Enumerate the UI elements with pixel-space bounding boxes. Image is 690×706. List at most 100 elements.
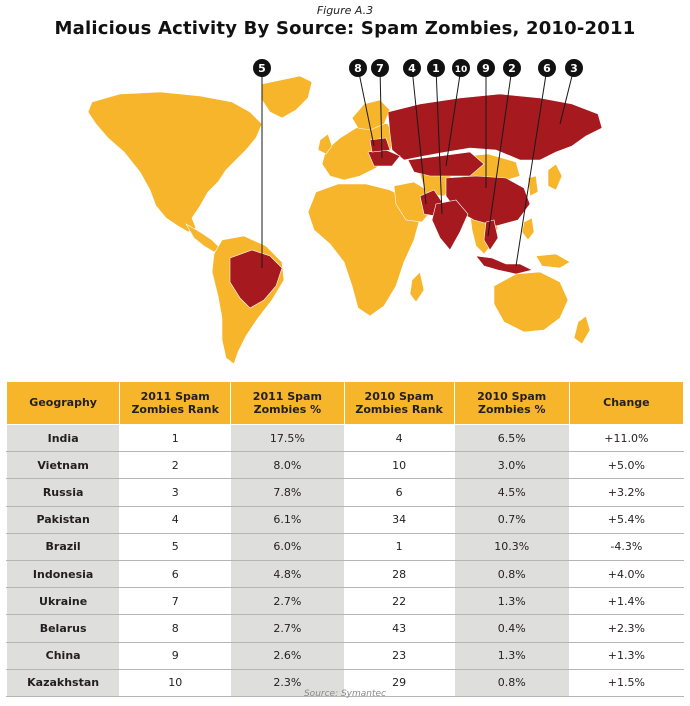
map-korea — [527, 175, 539, 197]
badge-3-label: 3 — [570, 62, 578, 75]
map-belarus — [369, 137, 391, 153]
cell-2010-percent: 1.3% — [453, 642, 570, 670]
map-africa — [307, 183, 421, 317]
cell-geography: Brazil — [5, 533, 121, 561]
map-brazil — [229, 249, 283, 309]
cell-2010-rank: 43 — [343, 614, 455, 643]
header-2011-percent: 2011 Spam Zombies % — [230, 381, 345, 425]
table-header-row: Geography 2011 Spam Zombies Rank 2011 Sp… — [5, 381, 685, 425]
cell-change: +1.4% — [568, 587, 685, 616]
cell-2011-percent: 6.0% — [230, 533, 345, 561]
badge-7 — [371, 59, 389, 77]
cell-2011-rank: 6 — [119, 560, 232, 589]
leader-line-8 — [357, 67, 375, 147]
cell-2010-percent: 0.7% — [453, 506, 570, 534]
cell-2010-rank: 28 — [343, 560, 455, 589]
leader-line-4 — [411, 67, 427, 205]
cell-change: +3.2% — [568, 478, 685, 507]
figure-label: Figure A.3 — [316, 4, 374, 17]
table-row: India 1 17.5% 4 6.5% +11.0% — [5, 424, 685, 453]
map-japan — [547, 163, 563, 191]
badge-1-label: 1 — [432, 62, 440, 75]
cell-2010-rank: 22 — [343, 587, 455, 616]
cell-2010-rank: 29 — [343, 669, 455, 697]
cell-geography: India — [5, 424, 121, 453]
leader-line-2 — [487, 67, 513, 237]
map-uk — [317, 133, 333, 155]
header-geography: Geography — [5, 381, 121, 425]
cell-2010-percent: 4.5% — [453, 478, 570, 507]
badge-9 — [477, 59, 495, 77]
badge-10-label: 10 — [455, 65, 468, 75]
source-note: Source: Symantec — [303, 689, 387, 699]
map-north-america — [87, 91, 263, 233]
cell-change: +11.0% — [568, 424, 685, 453]
cell-geography: Indonesia — [5, 560, 121, 589]
map-vietnam — [483, 219, 499, 251]
badge-5 — [253, 59, 271, 77]
leader-line-1 — [435, 67, 443, 215]
badge-2 — [503, 59, 521, 77]
spam-zombies-table: Geography 2011 Spam Zombies Rank 2011 Sp… — [5, 381, 685, 697]
cell-2011-rank: 1 — [119, 424, 232, 453]
cell-2010-percent: 0.4% — [453, 614, 570, 643]
cell-2011-percent: 2.7% — [230, 587, 345, 616]
badge-7-label: 7 — [376, 62, 384, 75]
cell-2011-rank: 7 — [119, 587, 232, 616]
cell-2010-percent: 0.8% — [453, 669, 570, 697]
cell-2011-percent: 17.5% — [230, 424, 345, 453]
cell-change: +2.3% — [568, 614, 685, 643]
badge-3 — [565, 59, 583, 77]
table-row: China 9 2.6% 23 1.3% +1.3% — [5, 642, 685, 670]
cell-geography: Vietnam — [5, 451, 121, 480]
badge-6 — [538, 59, 556, 77]
header-2010-percent: 2010 Spam Zombies % — [453, 381, 570, 425]
cell-2010-percent: 10.3% — [453, 533, 570, 561]
cell-2010-rank: 23 — [343, 642, 455, 670]
cell-2010-rank: 10 — [343, 451, 455, 480]
cell-geography: Pakistan — [5, 506, 121, 534]
cell-2011-rank: 10 — [119, 669, 232, 697]
badge-5-label: 5 — [258, 62, 266, 75]
cell-change: +5.4% — [568, 506, 685, 534]
table-row: Vietnam 2 8.0% 10 3.0% +5.0% — [5, 451, 685, 480]
cell-geography: China — [5, 642, 121, 670]
badge-1 — [427, 59, 445, 77]
cell-change: +5.0% — [568, 451, 685, 480]
header-2011-rank: 2011 Spam Zombies Rank — [119, 381, 232, 425]
badge-4-label: 4 — [408, 62, 416, 75]
figure-title: Malicious Activity By Source: Spam Zombi… — [54, 18, 636, 39]
cell-2011-percent: 2.6% — [230, 642, 345, 670]
cell-geography: Russia — [5, 478, 121, 507]
cell-change: +1.3% — [568, 642, 685, 670]
cell-2010-rank: 1 — [343, 533, 455, 561]
cell-2011-rank: 4 — [119, 506, 232, 534]
table-row: Brazil 5 6.0% 1 10.3% -4.3% — [5, 533, 685, 561]
table-row: Kazakhstan 10 2.3% 29 0.8% +1.5% — [5, 669, 685, 697]
cell-2011-percent: 8.0% — [230, 451, 345, 480]
cell-2011-rank: 2 — [119, 451, 232, 480]
table-row: Belarus 8 2.7% 43 0.4% +2.3% — [5, 614, 685, 643]
badge-10 — [452, 59, 470, 77]
cell-change: +4.0% — [568, 560, 685, 589]
table-row: Russia 3 7.8% 6 4.5% +3.2% — [5, 478, 685, 507]
cell-2010-percent: 1.3% — [453, 587, 570, 616]
map-greenland — [261, 75, 313, 119]
leader-line-7 — [379, 67, 383, 159]
cell-2010-percent: 0.8% — [453, 560, 570, 589]
map-new-zealand — [573, 315, 591, 345]
table-row: Pakistan 4 6.1% 34 0.7% +5.4% — [5, 506, 685, 534]
badge-4 — [403, 59, 421, 77]
cell-2010-percent: 6.5% — [453, 424, 570, 453]
map-australia — [493, 271, 569, 333]
leader-line-3 — [559, 67, 575, 125]
cell-2010-rank: 6 — [343, 478, 455, 507]
table-row: Indonesia 6 4.8% 28 0.8% +4.0% — [5, 560, 685, 589]
leader-line-6 — [515, 67, 548, 267]
badge-8 — [349, 59, 367, 77]
header-2010-rank: 2010 Spam Zombies Rank — [343, 381, 455, 425]
cell-geography: Kazakhstan — [5, 669, 121, 697]
table-row: Ukraine 7 2.7% 22 1.3% +1.4% — [5, 587, 685, 616]
map-indonesia — [475, 255, 533, 275]
cell-2010-rank: 34 — [343, 506, 455, 534]
